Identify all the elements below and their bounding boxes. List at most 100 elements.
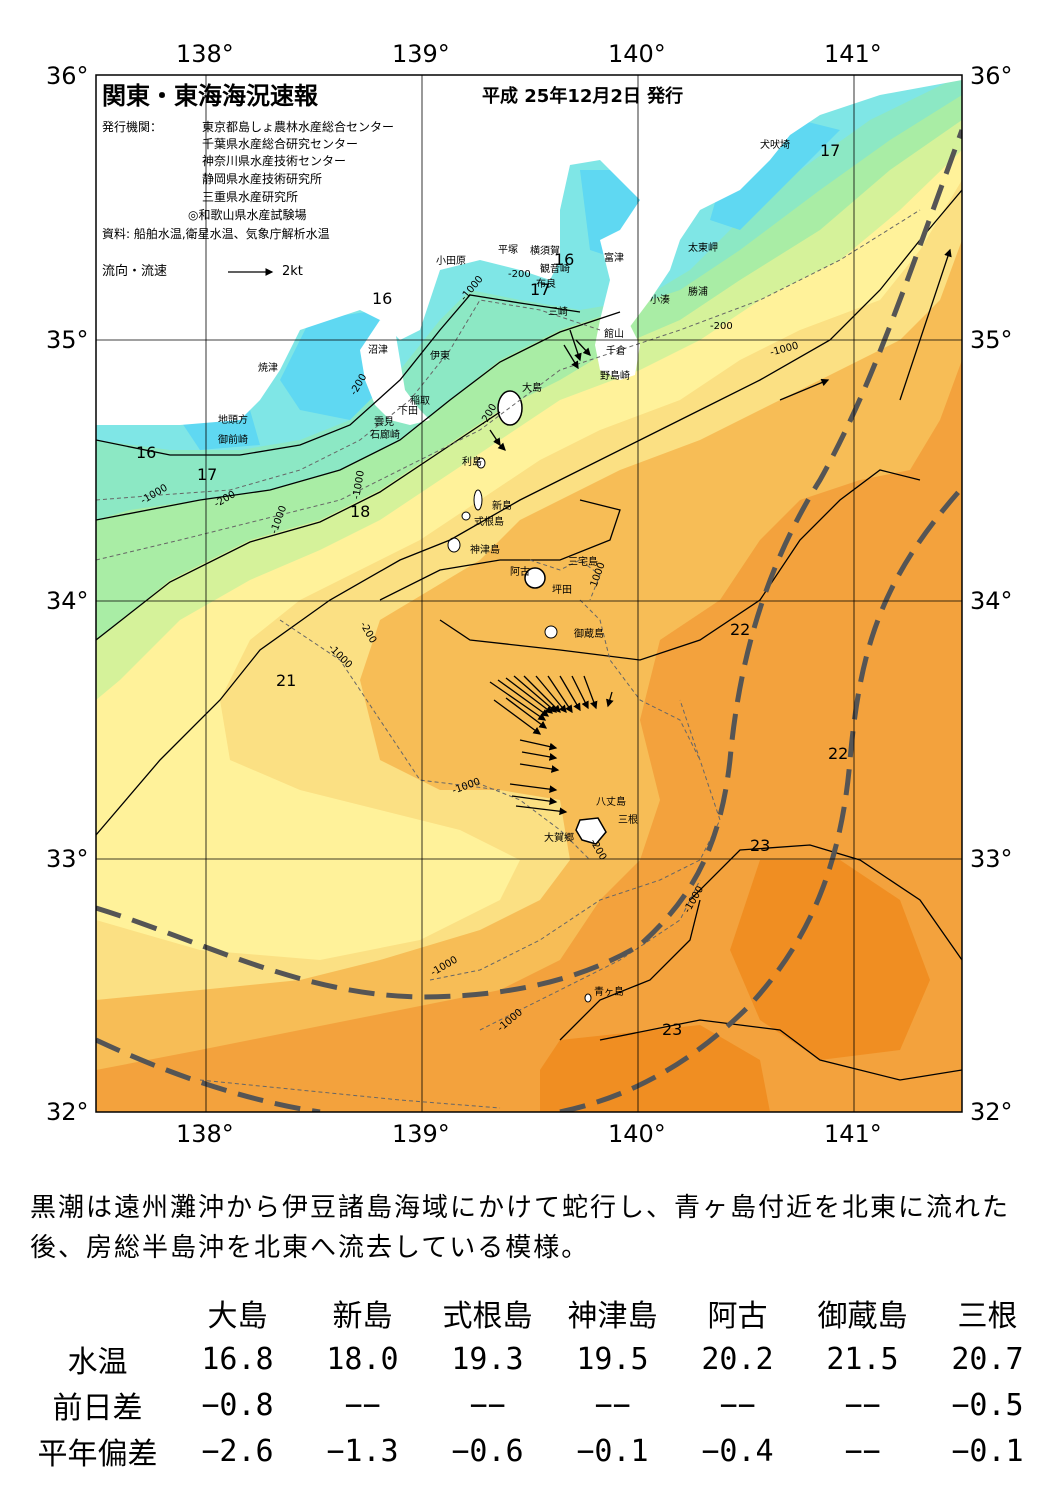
table-cell: 20.2 — [701, 1341, 774, 1377]
lat-label-32-right: 32° — [970, 1098, 1013, 1126]
table-cell: 19.3 — [451, 1341, 524, 1377]
place-label: 小田原 — [436, 256, 466, 267]
lon-label-139-bottom: 139° — [392, 1120, 450, 1148]
isotherm-label: 21 — [276, 671, 297, 690]
lon-label-138: 138° — [176, 40, 234, 68]
table-column-header: 三根 — [957, 1299, 1018, 1334]
lon-label-140: 140° — [608, 40, 666, 68]
publisher-2: 千葉県水産総合研究センター — [202, 137, 359, 151]
table-cell: 18.0 — [326, 1341, 399, 1377]
island-toshima — [476, 457, 486, 469]
table-cell: −− — [344, 1387, 381, 1423]
publisher-5: 三重県水産研究所 — [202, 190, 299, 204]
table-cell: 16.8 — [201, 1341, 274, 1377]
place-label: 三宅島 — [568, 557, 598, 568]
lon-label-141-bottom: 141° — [824, 1120, 882, 1148]
lat-label-33-right: 33° — [970, 845, 1013, 873]
place-label: 雲見 — [374, 417, 394, 428]
lat-label-35-right: 35° — [970, 326, 1013, 354]
place-label: 館山 — [604, 329, 624, 340]
isotherm-label: 17 — [820, 141, 841, 160]
map-frame — [95, 74, 963, 1113]
table-column-header: 神津島 — [567, 1299, 658, 1334]
island-aogashima — [584, 993, 592, 1003]
island-niijima — [473, 489, 483, 511]
place-label: 坪田 — [552, 585, 572, 596]
table-column-header: 阿古 — [707, 1299, 768, 1334]
publisher-label: 発行機関： — [102, 120, 163, 134]
place-label: 野島崎 — [600, 371, 630, 382]
table-cell: 20.7 — [951, 1341, 1024, 1377]
table-row: 平年偏差 −2.6 −1.3 −0.6 −0.1 −0.4 −− −0.1 — [20, 1428, 1050, 1474]
table-cell: −0.8 — [201, 1387, 274, 1423]
place-label: 下田 — [398, 406, 418, 417]
place-label: 千倉 — [606, 346, 626, 357]
table-cell: −0.4 — [701, 1433, 774, 1469]
lat-label-34: 34° — [46, 587, 89, 615]
land-honshu — [96, 75, 962, 425]
place-label: 青ヶ島 — [594, 987, 624, 998]
zone-15b — [280, 310, 390, 420]
isotherm-label: 22 — [828, 744, 849, 763]
table-row-header: 前日差 — [52, 1391, 143, 1426]
place-label: 大賀郷 — [544, 833, 574, 844]
table-header-row: 大島 新島 式根島 神津島 阿古 御蔵島 三根 — [20, 1290, 1050, 1336]
data-source: 資料: 船舶水温,衛星水温、気象庁解析水温 — [102, 227, 330, 241]
situation-description: 黒潮は遠州灘沖から伊豆諸島海域にかけて蛇行し、青ヶ島付近を北東に流れた後、房総半… — [30, 1193, 1011, 1263]
publisher-3: 神奈川県水産技術センター — [202, 154, 347, 168]
table-cell: 21.5 — [826, 1341, 899, 1377]
lat-label-36: 36° — [46, 62, 89, 90]
zone-24a — [730, 860, 930, 1060]
table-cell: 19.5 — [576, 1341, 649, 1377]
issue-date: 平成 25年12月2日 発行 — [482, 86, 684, 107]
place-label: 利島 — [462, 457, 482, 468]
place-label: 式根島 — [474, 517, 504, 528]
publisher-6: ◎和歌山県水産試験場 — [188, 208, 307, 222]
isotherm-label: 23 — [750, 836, 771, 855]
table-column-header: 新島 — [332, 1299, 393, 1334]
depth-label: -200 — [710, 321, 733, 332]
sea-temperature-map: 138° 139° 140° 141° 138° 139° 140° 141° … — [46, 40, 1013, 1148]
place-label: 犬吠埼 — [760, 140, 790, 151]
island-mikurajima — [544, 625, 558, 639]
place-label: 観音崎 — [540, 264, 570, 275]
place-label: 焼津 — [258, 363, 278, 374]
flow-legend-label: 流向・流速 — [102, 264, 168, 279]
table-corner — [20, 1290, 175, 1336]
table-row-header: 平年偏差 — [37, 1437, 158, 1472]
place-label: 大島 — [522, 383, 542, 394]
place-label: 八丈島 — [596, 797, 626, 808]
map-canvas — [95, 74, 963, 1113]
lon-label-138-bottom: 138° — [176, 1120, 234, 1148]
place-label: 三崎 — [548, 307, 568, 318]
flow-legend-scale: 2kt — [282, 264, 303, 279]
zone-24b — [540, 1025, 770, 1112]
table-cell: −− — [719, 1387, 756, 1423]
place-label: 稲取 — [410, 396, 430, 407]
lon-label-140-bottom: 140° — [608, 1120, 666, 1148]
place-label: 平塚 — [498, 245, 518, 256]
publisher-4: 静岡県水産技術研究所 — [202, 172, 323, 186]
table-cell: −0.6 — [451, 1433, 524, 1469]
current-arrows — [489, 248, 952, 816]
island-miyakejima — [524, 567, 546, 589]
table-row-header: 水温 — [67, 1345, 128, 1380]
lat-label-32: 32° — [46, 1098, 89, 1126]
place-label: 阿古 — [510, 567, 530, 578]
lat-label-33: 33° — [46, 845, 89, 873]
map-title: 関東・東海海況速報 — [102, 82, 318, 110]
place-label: 沼津 — [368, 345, 388, 356]
table-cell: −0.1 — [951, 1433, 1024, 1469]
place-label: 三根 — [618, 815, 638, 826]
land-boso-tip — [595, 320, 640, 380]
depth-label: -200 — [508, 269, 531, 280]
lon-label-139: 139° — [392, 40, 450, 68]
table-cell: −− — [594, 1387, 631, 1423]
place-label: 富津 — [604, 253, 624, 264]
place-label: 石廊崎 — [370, 430, 400, 441]
table-column-header: 式根島 — [442, 1299, 533, 1334]
place-label: 神津島 — [470, 545, 500, 556]
place-label: 新島 — [492, 501, 512, 512]
island-temperature-table: 大島 新島 式根島 神津島 阿古 御蔵島 三根 水温 16.8 18.0 19.… — [20, 1290, 1050, 1474]
place-label: 御蔵島 — [574, 629, 604, 640]
